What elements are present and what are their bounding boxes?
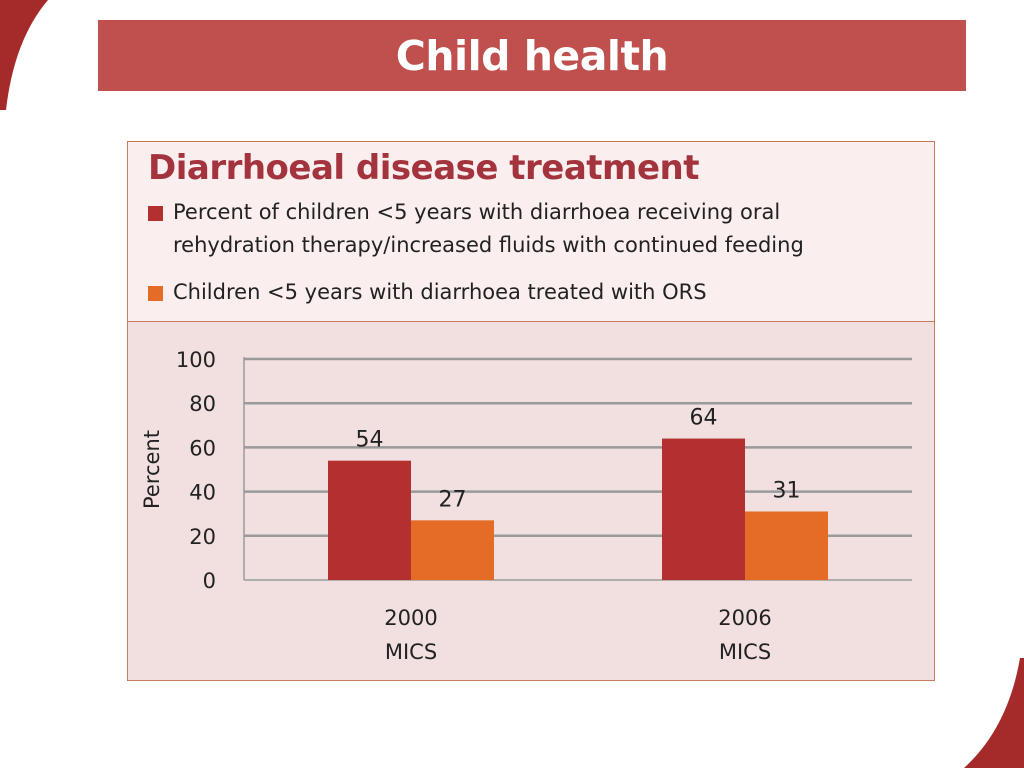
slide-title-banner: Child health: [98, 20, 966, 91]
x-tick-label-year: 2000: [384, 606, 437, 630]
corner-decoration-bottom-right: [964, 658, 1024, 768]
y-tick-label: 60: [189, 436, 216, 460]
x-tick-label-source: MICS: [385, 640, 437, 664]
chart-header: Diarrhoeal disease treatment Percent of …: [128, 142, 934, 322]
legend-item-ors: Children <5 years with diarrhoea treated…: [148, 276, 893, 309]
y-tick-label: 40: [189, 481, 216, 505]
slide-title: Child health: [395, 31, 669, 80]
bar-chart-plot: 0 20 40 60 80 100 Percent 54 27 2000 MICS 64 31 2006 M…: [140, 348, 912, 664]
legend-label-ort: Percent of children <5 years with diarrh…: [173, 200, 804, 257]
y-tick-label: 100: [176, 348, 216, 372]
bar-ort-0: [328, 460, 411, 580]
data-label: 54: [356, 428, 384, 453]
legend-swatch-ors: [148, 286, 163, 301]
x-tick-label-source: MICS: [719, 640, 771, 664]
legend-item-ort: Percent of children <5 years with diarrh…: [148, 196, 893, 262]
y-axis-label: Percent: [140, 430, 164, 509]
y-tick-label: 80: [189, 392, 216, 416]
x-tick-label-year: 2006: [718, 606, 771, 630]
y-tick-label: 0: [203, 569, 216, 593]
legend-label-ors: Children <5 years with diarrhoea treated…: [173, 280, 707, 304]
y-tick-label: 20: [189, 525, 216, 549]
bar-ort-1: [662, 438, 745, 580]
chart-title: Diarrhoeal disease treatment: [148, 148, 700, 188]
data-label: 31: [773, 478, 801, 503]
bar-ors-1: [745, 511, 828, 580]
legend-swatch-ort: [148, 206, 163, 221]
bar-ors-0: [411, 520, 494, 580]
data-label: 64: [690, 406, 718, 431]
chart-panel: Diarrhoeal disease treatment Percent of …: [127, 141, 935, 681]
corner-decoration-top-left: [0, 0, 48, 110]
data-label: 27: [439, 487, 467, 512]
